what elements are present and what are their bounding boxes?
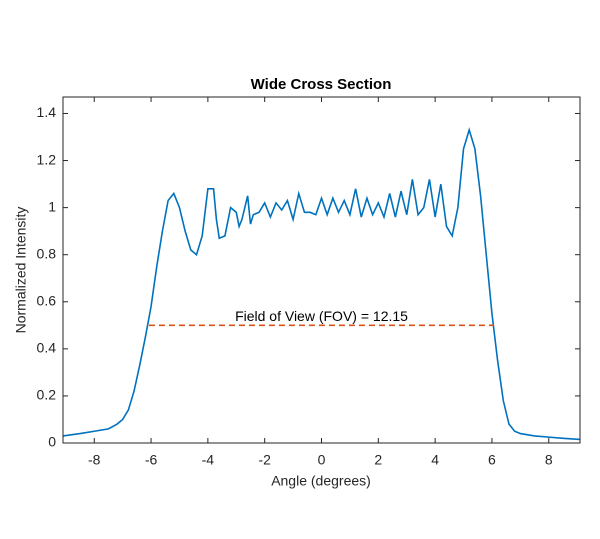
y-tick-label: 1 — [48, 198, 56, 214]
y-tick-label: 0.8 — [37, 245, 57, 261]
plot-area — [63, 97, 580, 443]
y-tick-label: 0.6 — [37, 292, 57, 308]
annotation: Field of View (FOV) = 12.15 — [235, 308, 408, 324]
axes-box — [62, 96, 581, 444]
y-tick-label: 1.2 — [37, 151, 57, 167]
x-tick-label: -2 — [258, 452, 271, 468]
x-axis-label: Angle (degrees) — [271, 473, 371, 489]
x-tick-label: 6 — [488, 452, 496, 468]
x-tick-label: 2 — [374, 452, 382, 468]
x-tick-label: 0 — [318, 452, 326, 468]
y-axis-label: Normalized Intensity — [13, 207, 29, 334]
chart-title: Wide Cross Section — [251, 76, 392, 93]
y-tick-label: 0.2 — [37, 387, 57, 403]
data-line — [62, 127, 581, 441]
x-tick-label: -8 — [88, 452, 101, 468]
x-tick-label: 8 — [545, 452, 553, 468]
x-tick-label: 4 — [431, 452, 439, 468]
y-tick-label: 0 — [48, 434, 56, 450]
x-tick-label: -4 — [202, 452, 215, 468]
x-tick-label: -6 — [145, 452, 158, 468]
y-tick-label: 0.4 — [37, 340, 57, 356]
y-tick-label: 1.4 — [37, 104, 57, 120]
